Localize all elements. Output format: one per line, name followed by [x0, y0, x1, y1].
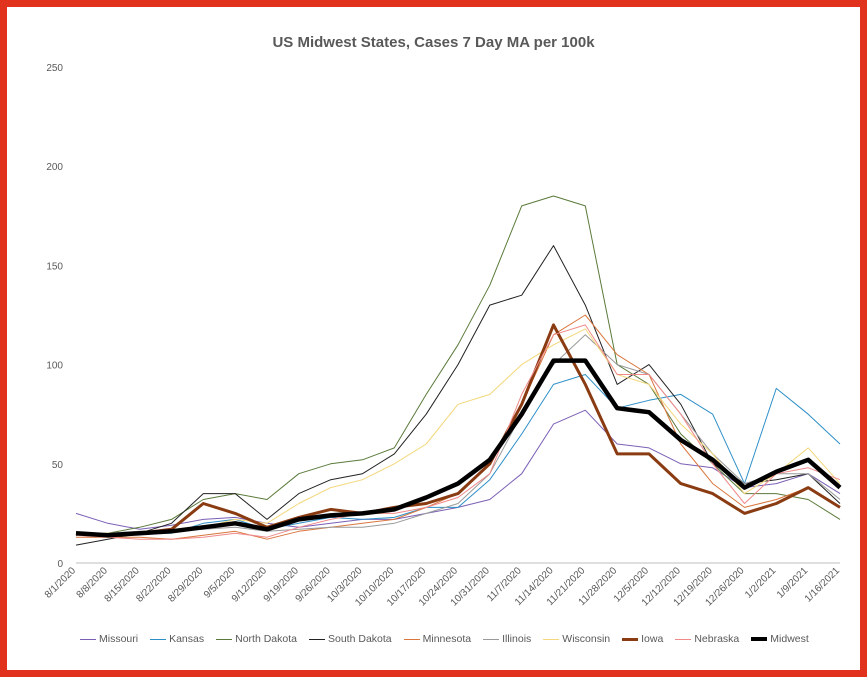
y-tick-label: 250	[46, 63, 63, 74]
legend-label: North Dakota	[235, 633, 297, 645]
legend-label: Iowa	[641, 633, 664, 645]
legend-item: Minnesota	[403, 633, 472, 645]
y-tick-label: 50	[52, 460, 64, 471]
x-tick-label: 1/2/2021	[743, 565, 779, 601]
legend-swatch	[309, 638, 325, 640]
legend-swatch	[622, 637, 639, 641]
legend-label: South Dakota	[328, 633, 392, 645]
legend-swatch	[403, 638, 420, 640]
legend-item: Nebraska	[675, 633, 739, 645]
legend-label: Minnesota	[422, 633, 472, 645]
legend-item: South Dakota	[309, 633, 392, 645]
x-axis: 8/1/20208/8/20208/15/20208/22/20208/29/2…	[43, 562, 843, 609]
legend-swatch	[483, 638, 500, 640]
y-tick-label: 100	[46, 361, 63, 372]
x-tick-label: 1/16/2021	[803, 565, 843, 605]
series-line-iowa	[75, 323, 841, 537]
legend-label: Wisconsin	[562, 633, 611, 645]
legend-swatch	[216, 638, 233, 640]
series-line-kansas	[76, 374, 841, 536]
legend-swatch	[675, 638, 692, 640]
x-tick-label: 8/29/2020	[166, 565, 206, 605]
legend-swatch	[150, 638, 167, 640]
series-line-nebraska	[75, 324, 841, 540]
y-axis: 0 50 100 150 200 250	[46, 63, 63, 570]
series-lines	[75, 195, 842, 546]
y-tick-label: 200	[46, 162, 63, 173]
legend-item: Midwest	[751, 633, 809, 645]
y-tick-label: 0	[57, 559, 63, 570]
series-line-midwest	[75, 358, 842, 538]
y-tick-label: 150	[46, 261, 63, 272]
legend-swatch	[80, 638, 96, 640]
chart-title: US Midwest States, Cases 7 Day MA per 10…	[272, 34, 595, 51]
legend-swatch	[751, 637, 768, 641]
legend-label: Midwest	[770, 633, 809, 645]
legend-label: Missouri	[99, 633, 139, 645]
legend-label: Kansas	[169, 633, 205, 645]
legend: Missouri Kansas North Dakota South Dakota Mi…	[80, 633, 840, 645]
legend-item: Illinois	[483, 633, 531, 645]
legend-item: Wisconsin	[543, 633, 610, 645]
x-tick-label: 8/1/2020	[43, 565, 79, 601]
legend-item: Kansas	[150, 633, 204, 645]
legend-item: Iowa	[622, 633, 663, 645]
legend-swatch	[543, 638, 560, 640]
legend-label: Illinois	[502, 633, 532, 645]
legend-item: Missouri	[80, 633, 138, 645]
legend-item: North Dakota	[216, 633, 297, 645]
legend-label: Nebraska	[694, 633, 740, 645]
